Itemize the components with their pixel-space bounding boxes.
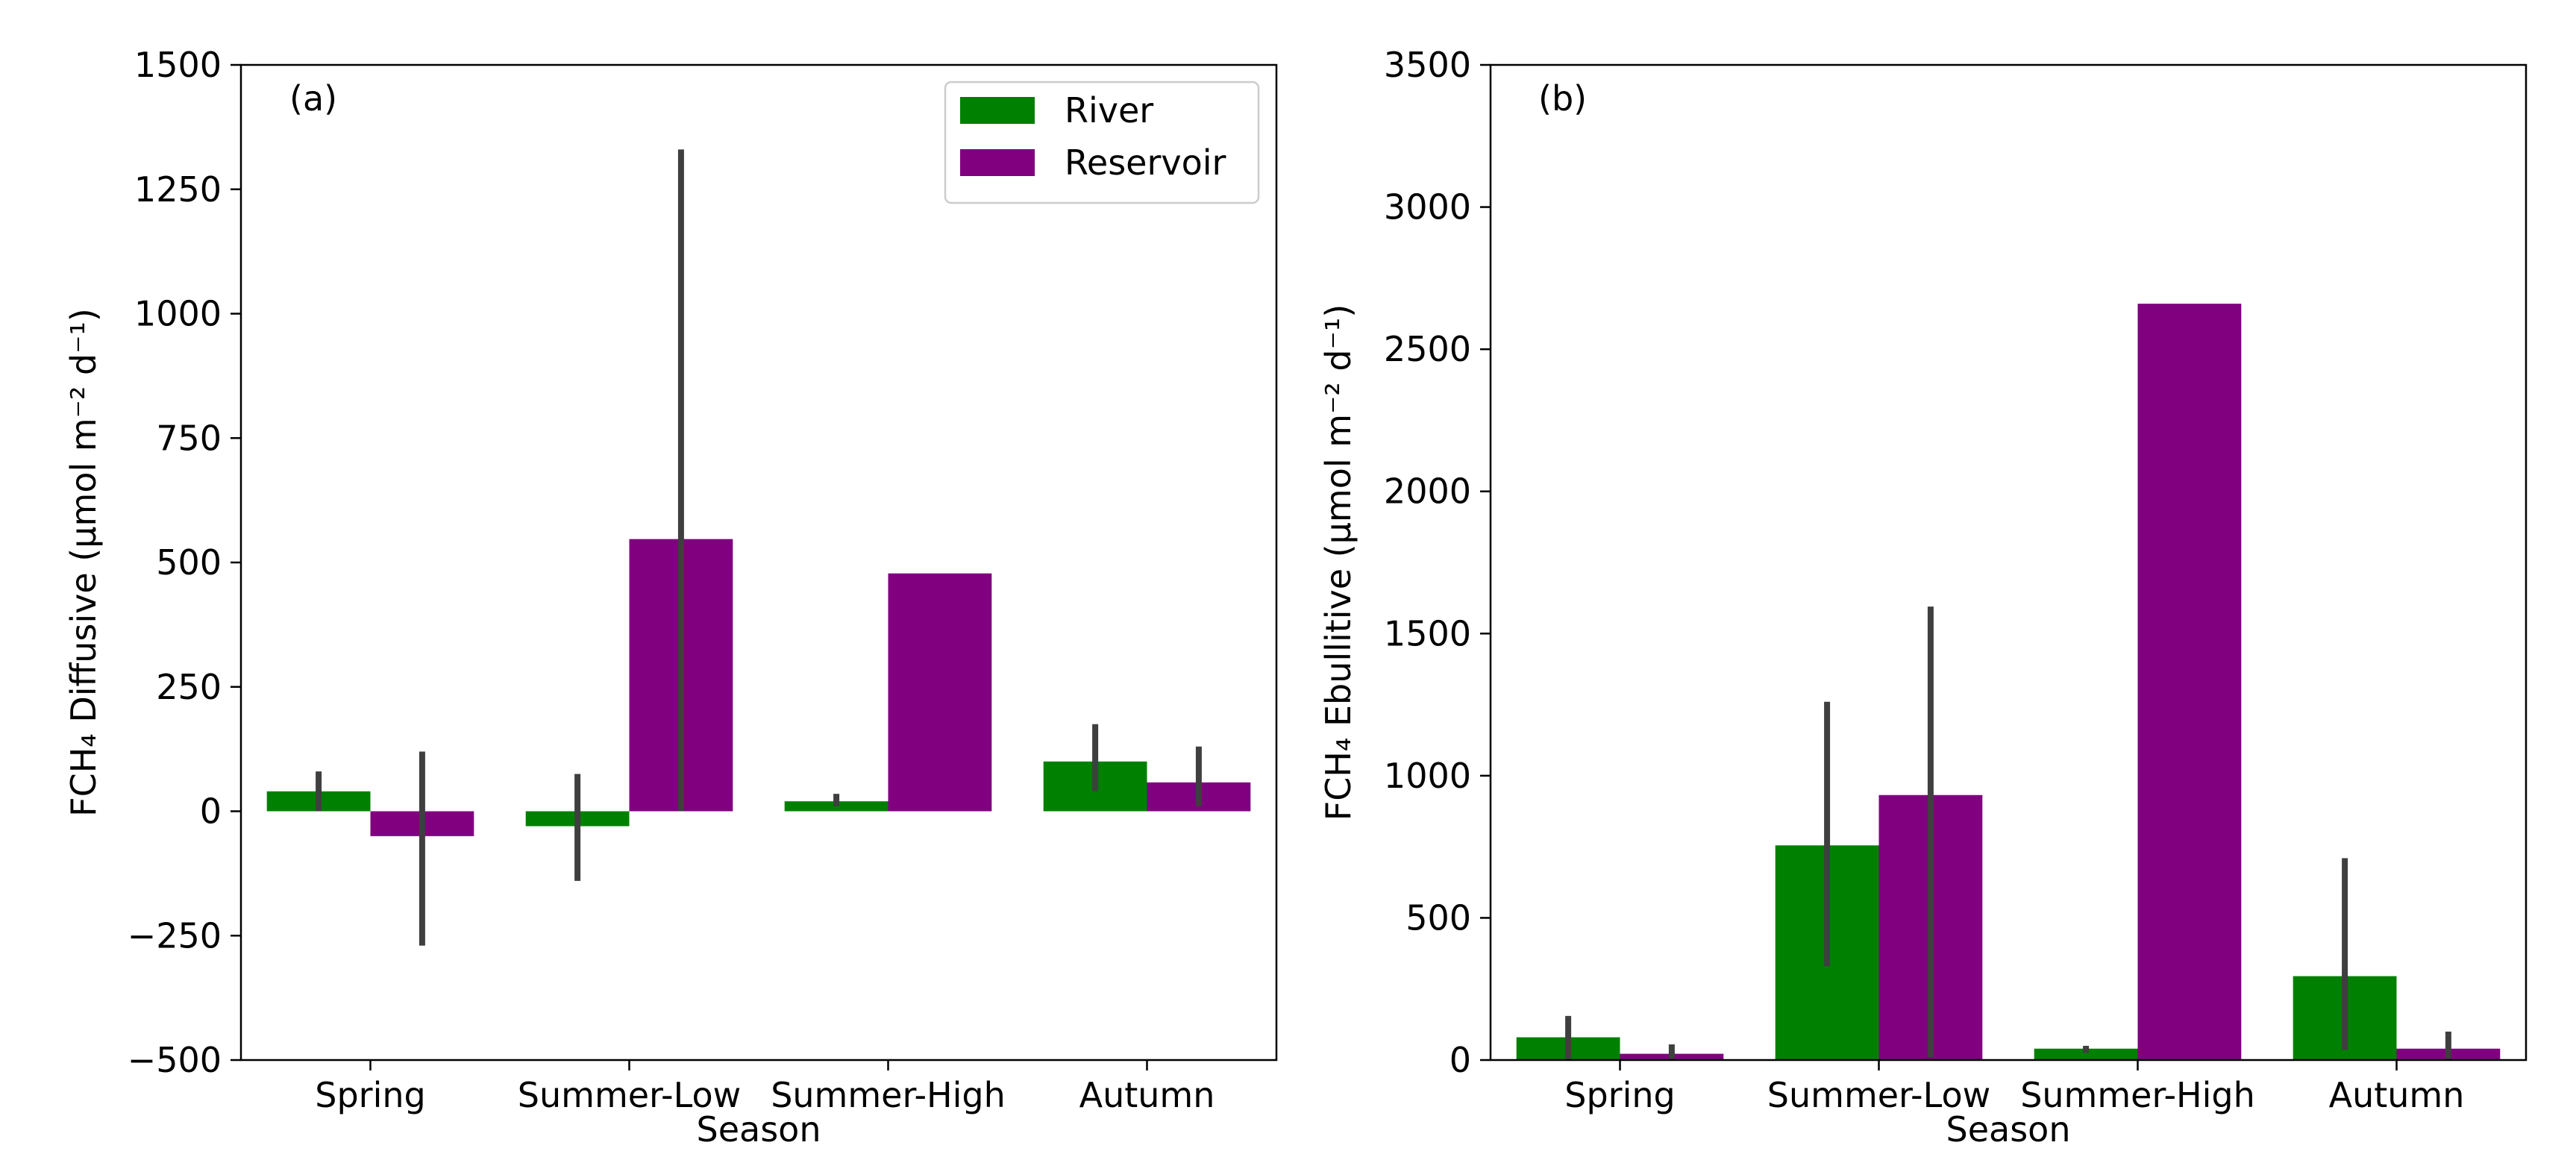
legend-label-river: River	[1065, 90, 1153, 131]
panel-a-ytick-label: 1250	[134, 169, 222, 210]
panel-a-xtick-label-summer-high: Summer-High	[771, 1075, 1006, 1115]
panel-b: 0 500 1000 1500 2000 2500 3000 3500 Spring Summe…	[1318, 45, 2528, 1150]
panel-a-xlabel: Season	[697, 1109, 821, 1150]
panel-a-ytick-label: 1000	[134, 294, 222, 334]
panel-b-xtick-label-autumn: Autumn	[2329, 1075, 2465, 1115]
panel-a-ytick-label: 750	[156, 418, 222, 458]
panel-b-ytick-label: 2500	[1384, 329, 1471, 369]
panel-b-ytick-label: 1500	[1384, 613, 1471, 653]
panel-a-ytick-label: 250	[156, 667, 222, 707]
panel-a-xtick-label-spring: Spring	[315, 1075, 425, 1115]
panel-b-bar-river-summer-high	[2034, 1048, 2138, 1060]
panel-b-bar-reservoir-summer-high	[2137, 304, 2242, 1060]
panel-a: −500 −250 0 250 500 750 1000 1250 1500 Spring Sum…	[63, 45, 1278, 1150]
panel-a-bar-river-summer-high	[784, 801, 889, 812]
legend: River Reservoir	[944, 81, 1260, 204]
panel-a-error-bars	[316, 149, 1202, 946]
panel-b-ylabel: FCH₄ Ebullitive (μmol m⁻² d⁻¹)	[1318, 304, 1358, 821]
panel-a-y-ticks: −500 −250 0 250 500 750 1000 1250 1500	[128, 45, 241, 1080]
panel-a-ytick-label: 0	[200, 791, 222, 832]
panel-b-x-ticks: Spring Summer-Low Summer-High Autumn	[1564, 1060, 2464, 1115]
panel-b-xtick-label-spring: Spring	[1564, 1075, 1675, 1115]
panel-a-ytick-label: 1500	[134, 45, 222, 85]
panel-a-ylabel: FCH₄ Diffusive (μmol m⁻² d⁻¹)	[63, 308, 104, 817]
legend-label-reservoir: Reservoir	[1065, 142, 1226, 183]
panel-a-ytick-label: −500	[128, 1040, 222, 1080]
panel-a-x-ticks: Spring Summer-Low Summer-High Autumn	[315, 1060, 1215, 1115]
panel-b-ytick-label: 1000	[1384, 756, 1471, 796]
panel-b-axes-frame	[1489, 63, 2528, 1062]
legend-swatch-reservoir	[960, 149, 1035, 176]
panel-a-ytick-label: 500	[156, 542, 222, 583]
panel-b-ytick-label: 3000	[1384, 187, 1471, 228]
panel-b-xtick-label-summer-low: Summer-Low	[1767, 1075, 1990, 1115]
panel-b-y-ticks: 0 500 1000 1500 2000 2500 3000 3500	[1384, 45, 1491, 1080]
panel-a-bar-reservoir-summer-high	[888, 573, 992, 812]
panel-b-label: (b)	[1538, 78, 1587, 119]
panel-a-axes-frame	[239, 63, 1278, 1062]
panel-a-xtick-label-autumn: Autumn	[1079, 1075, 1215, 1115]
legend-swatch-river	[960, 97, 1035, 124]
panel-b-ytick-label: 2000	[1384, 471, 1471, 512]
panel-b-ytick-label: 3500	[1384, 45, 1471, 85]
panel-b-error-bars	[1565, 606, 2451, 1059]
panel-b-ytick-label: 500	[1405, 897, 1471, 938]
panel-a-ytick-label: −250	[128, 915, 222, 956]
panel-b-xlabel: Season	[1946, 1109, 2071, 1150]
panel-b-ytick-label: 0	[1450, 1040, 1471, 1080]
panel-a-xtick-label-summer-low: Summer-Low	[518, 1075, 741, 1115]
panel-b-xtick-label-summer-high: Summer-High	[2020, 1075, 2255, 1115]
panel-a-label: (a)	[289, 78, 337, 119]
